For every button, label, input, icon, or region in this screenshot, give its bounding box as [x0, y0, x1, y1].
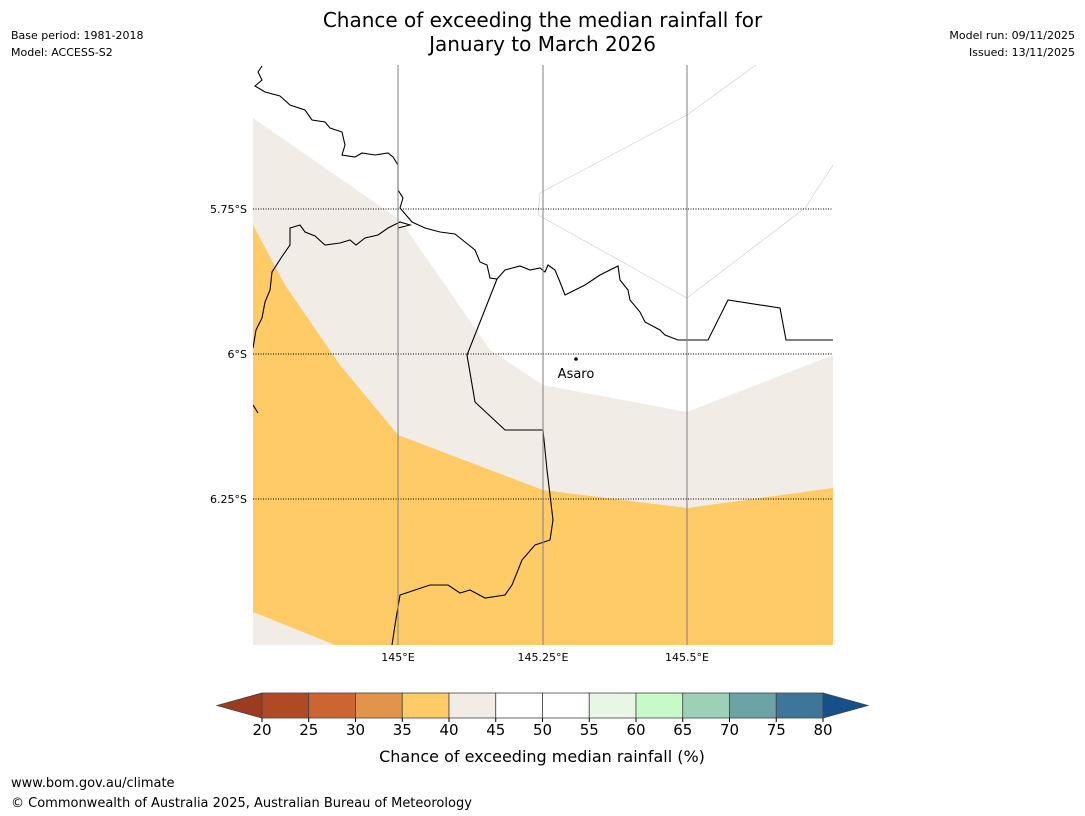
title-line-2: January to March 2026	[429, 32, 656, 56]
lat-label-5-75s: 5.75°S	[210, 203, 247, 216]
colorbar-tick-label: 80	[813, 721, 832, 739]
colorbar-tick-label: 40	[439, 721, 458, 739]
place-label: Asaro	[558, 367, 595, 382]
map-title: Chance of exceeding the median rainfall …	[0, 8, 1085, 56]
colorbar-tick-label: 30	[346, 721, 365, 739]
colorbar-label: Chance of exceeding median rainfall (%)	[379, 747, 705, 766]
faint-boundary-line	[539, 65, 757, 194]
colorbar-segment	[775, 692, 824, 719]
model-name: Model: ACCESS-S2	[11, 46, 113, 59]
colorbar-segment	[308, 692, 356, 719]
run-info: Model run: 09/11/2025 Issued: 13/11/2025	[949, 27, 1075, 61]
lon-label-145-25e: 145.25°E	[518, 651, 569, 664]
colorbar-tick-label: 75	[767, 721, 786, 739]
colorbar-segment	[588, 692, 637, 719]
model-run-date: Model run: 09/11/2025	[949, 29, 1075, 42]
colorbar-segment	[448, 692, 497, 719]
colorbar-over-arrow	[822, 692, 870, 719]
colorbar-under-arrow	[215, 692, 263, 719]
place-marker	[574, 357, 578, 361]
title-line-1: Chance of exceeding the median rainfall …	[322, 8, 763, 32]
coastline	[254, 65, 833, 341]
base-period: Base period: 1981-2018	[11, 29, 144, 42]
colorbar-tick-label: 65	[673, 721, 692, 739]
footer-copyright: © Commonwealth of Australia 2025, Austra…	[11, 796, 472, 811]
colorbar-segment	[635, 692, 684, 719]
colorbar-segment	[729, 692, 777, 719]
colorbar-segment	[401, 692, 450, 719]
colorbar-tick-label: 25	[299, 721, 318, 739]
map-area: Asaro	[253, 65, 833, 645]
colorbar-tick-label: 20	[252, 721, 271, 739]
colorbar-segment	[542, 692, 590, 719]
colorbar-tick-label: 60	[626, 721, 645, 739]
model-info: Base period: 1981-2018 Model: ACCESS-S2	[11, 27, 143, 61]
lon-label-145-5e: 145.5°E	[665, 651, 709, 664]
issued-date: Issued: 13/11/2025	[968, 46, 1075, 59]
coastline-gulf	[253, 221, 413, 349]
colorbar: 20 25 30 35 40 45 50 55 60 65 70 75 80	[215, 692, 870, 739]
colorbar-segment	[261, 692, 310, 719]
colorbar-segment	[682, 692, 730, 719]
lon-label-145e: 145°E	[381, 651, 414, 664]
colorbar-segment	[495, 692, 543, 719]
colorbar-tick-label: 55	[580, 721, 599, 739]
provincial-border	[391, 278, 554, 645]
lat-label-6s: 6°S	[228, 348, 247, 361]
colorbar-tick-label: 50	[533, 721, 552, 739]
lat-label-6-25s: 6.25°S	[210, 493, 247, 506]
colorbar-tick-label: 45	[486, 721, 505, 739]
colorbar-tick-label: 35	[393, 721, 412, 739]
footer-url[interactable]: www.bom.gov.au/climate	[11, 776, 175, 791]
colorbar-segment	[355, 692, 403, 719]
coastline-fragment	[253, 404, 259, 414]
faint-boundary-line	[537, 164, 833, 299]
colorbar-tick-label: 70	[720, 721, 739, 739]
